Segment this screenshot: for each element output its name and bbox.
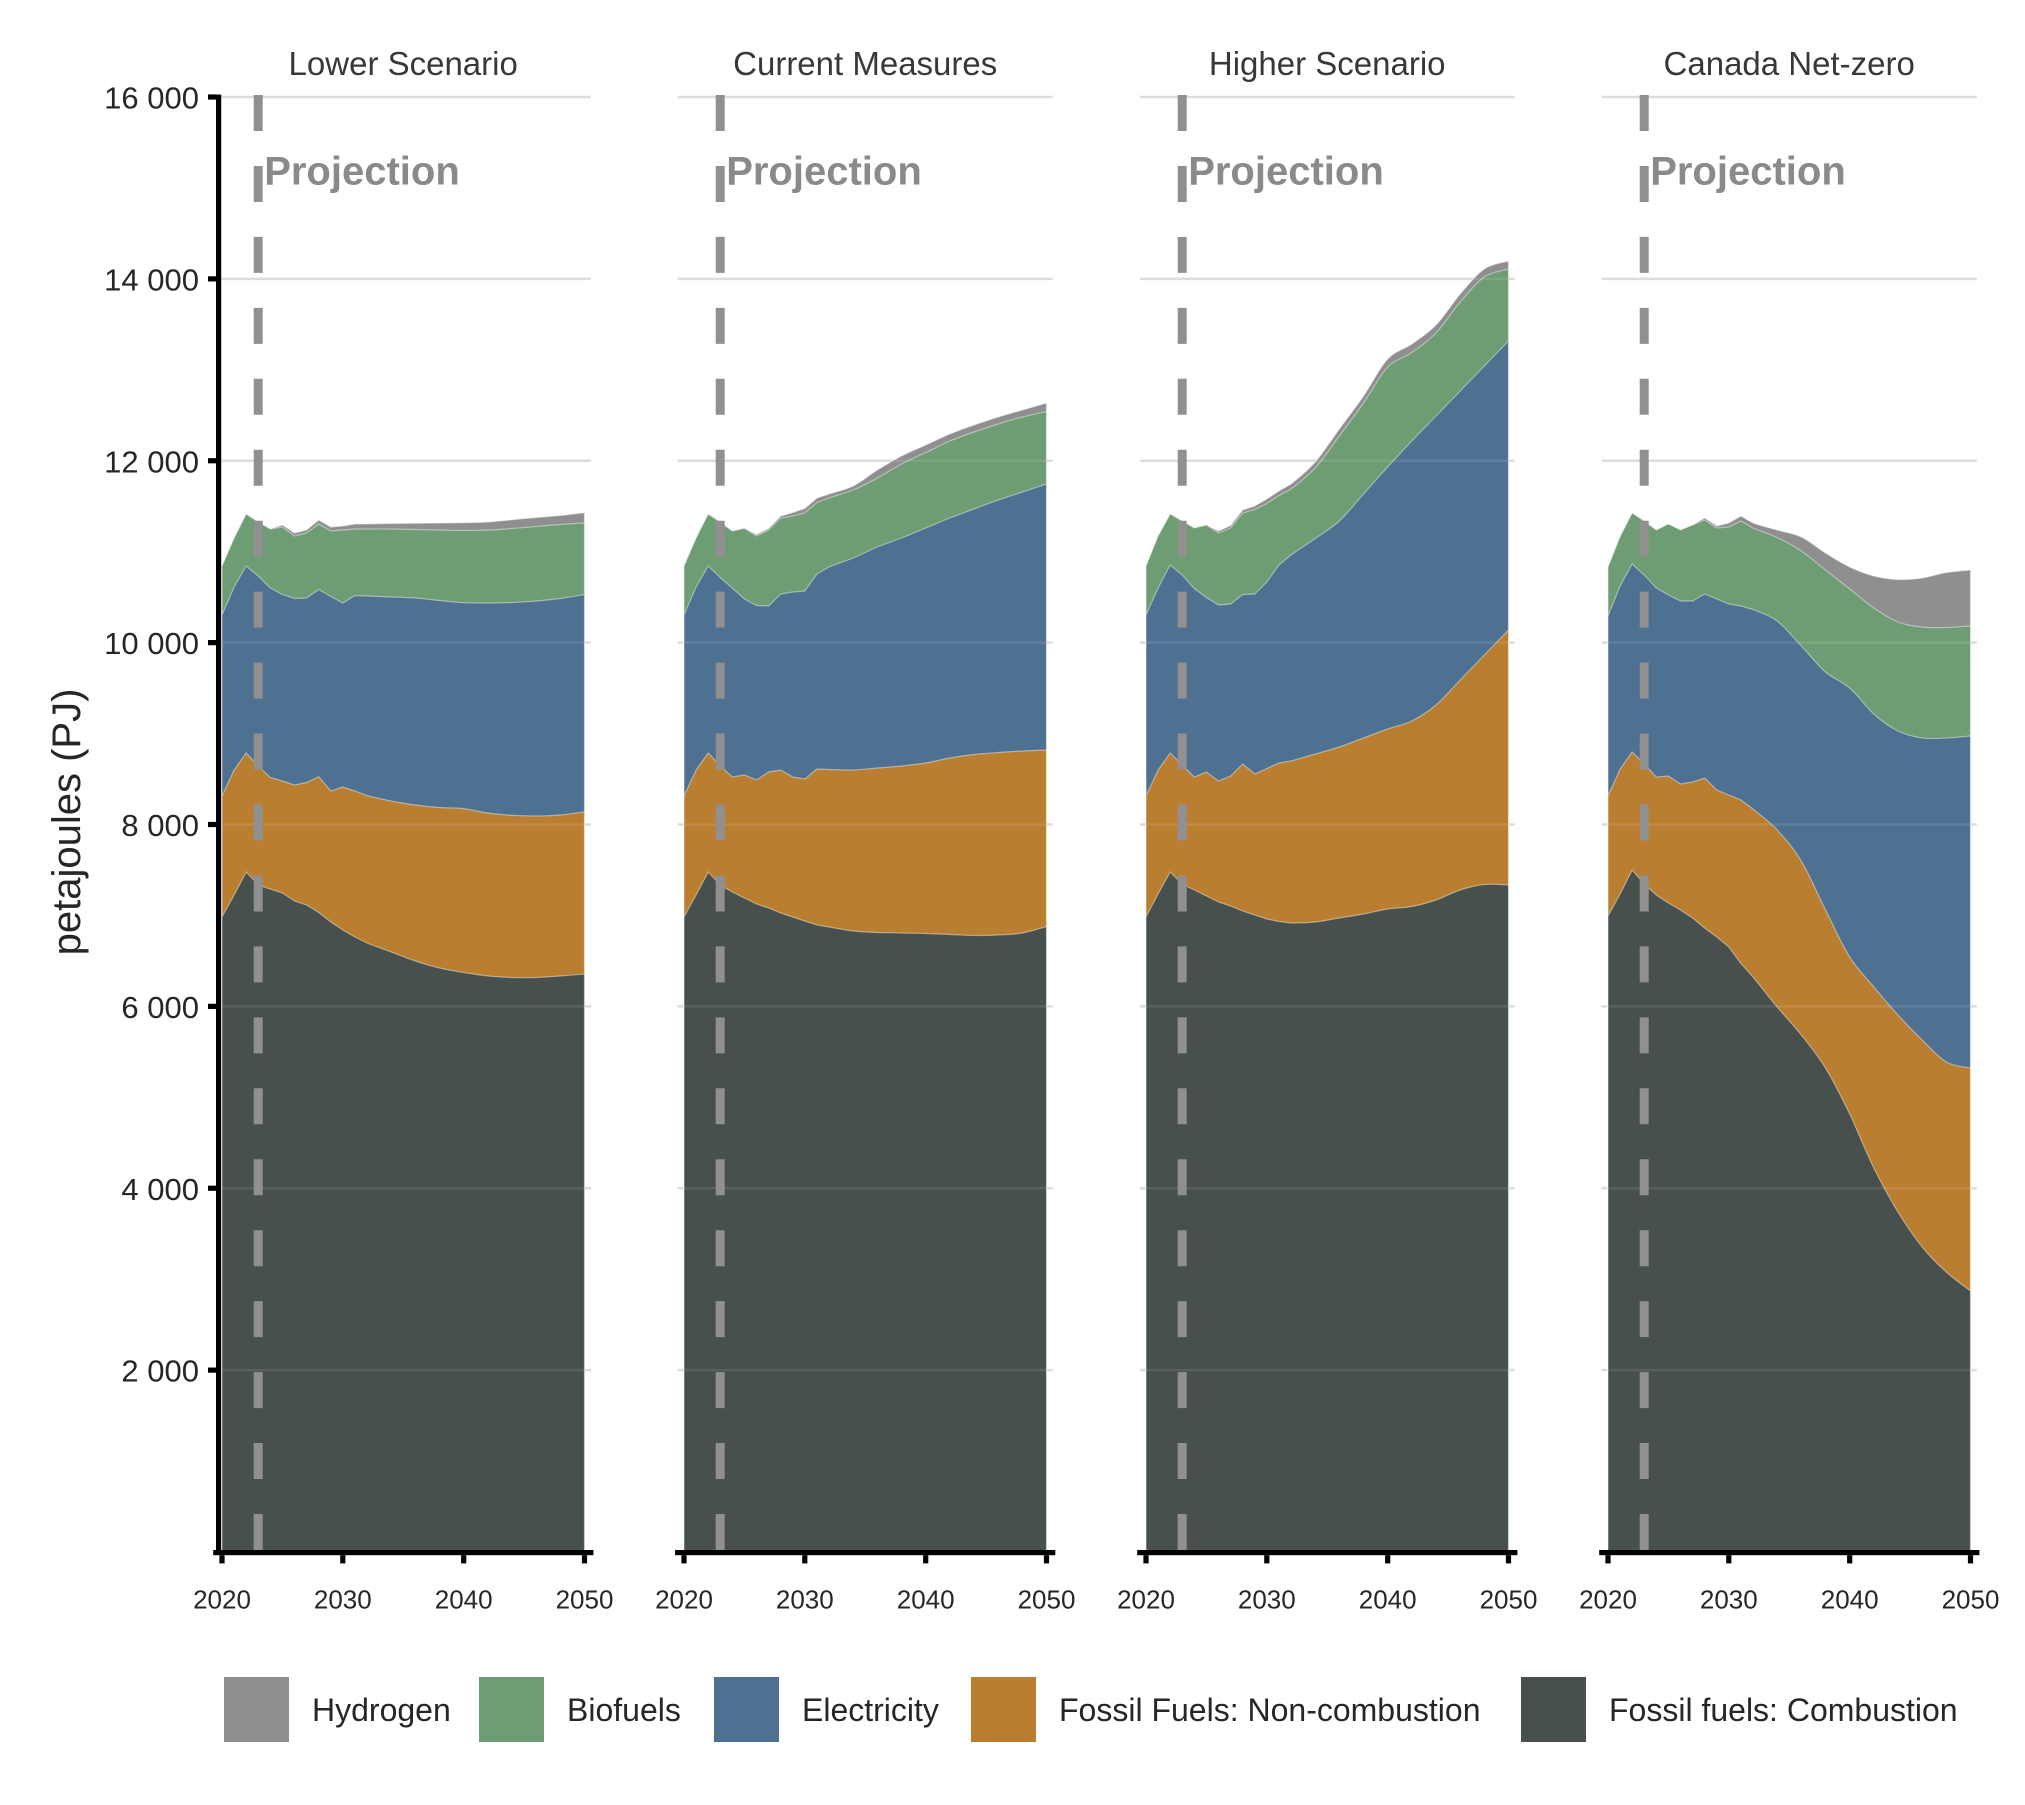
svg-text:Lower Scenario: Lower Scenario bbox=[289, 45, 518, 82]
svg-text:2040: 2040 bbox=[1821, 1585, 1879, 1615]
svg-text:2050: 2050 bbox=[1018, 1585, 1076, 1615]
svg-text:2040: 2040 bbox=[1359, 1585, 1417, 1615]
svg-text:8 000: 8 000 bbox=[121, 808, 199, 843]
svg-text:2030: 2030 bbox=[1700, 1585, 1758, 1615]
svg-text:Electricity: Electricity bbox=[802, 1692, 939, 1728]
svg-text:2050: 2050 bbox=[1942, 1585, 2000, 1615]
svg-text:2020: 2020 bbox=[1579, 1585, 1637, 1615]
svg-text:Projection: Projection bbox=[726, 150, 922, 194]
svg-text:Projection: Projection bbox=[1188, 150, 1384, 194]
svg-text:12 000: 12 000 bbox=[104, 444, 199, 479]
svg-text:2050: 2050 bbox=[556, 1585, 614, 1615]
svg-text:Projection: Projection bbox=[264, 150, 460, 194]
svg-text:2030: 2030 bbox=[776, 1585, 834, 1615]
svg-text:6 000: 6 000 bbox=[121, 990, 199, 1025]
svg-text:Hydrogen: Hydrogen bbox=[312, 1692, 451, 1728]
svg-text:4 000: 4 000 bbox=[121, 1172, 199, 1207]
svg-text:2020: 2020 bbox=[655, 1585, 713, 1615]
svg-text:Higher Scenario: Higher Scenario bbox=[1209, 45, 1446, 82]
svg-text:Fossil Fuels: Non-combustion: Fossil Fuels: Non-combustion bbox=[1059, 1692, 1480, 1728]
svg-text:2040: 2040 bbox=[897, 1585, 955, 1615]
svg-text:petajoules (PJ): petajoules (PJ) bbox=[45, 689, 89, 956]
svg-text:2050: 2050 bbox=[1480, 1585, 1538, 1615]
svg-text:2020: 2020 bbox=[193, 1585, 251, 1615]
svg-text:Fossil fuels: Combustion: Fossil fuels: Combustion bbox=[1609, 1692, 1958, 1728]
svg-text:16 000: 16 000 bbox=[104, 81, 199, 116]
svg-text:14 000: 14 000 bbox=[104, 262, 199, 297]
svg-text:Canada Net-zero: Canada Net-zero bbox=[1664, 45, 1915, 82]
svg-text:Biofuels: Biofuels bbox=[567, 1692, 681, 1728]
svg-text:Current Measures: Current Measures bbox=[733, 45, 997, 82]
svg-text:Projection: Projection bbox=[1650, 150, 1846, 194]
svg-text:2030: 2030 bbox=[314, 1585, 372, 1615]
svg-text:2 000: 2 000 bbox=[121, 1354, 199, 1389]
svg-text:2040: 2040 bbox=[435, 1585, 493, 1615]
svg-text:10 000: 10 000 bbox=[104, 626, 199, 661]
svg-text:2030: 2030 bbox=[1238, 1585, 1296, 1615]
svg-text:2020: 2020 bbox=[1117, 1585, 1175, 1615]
